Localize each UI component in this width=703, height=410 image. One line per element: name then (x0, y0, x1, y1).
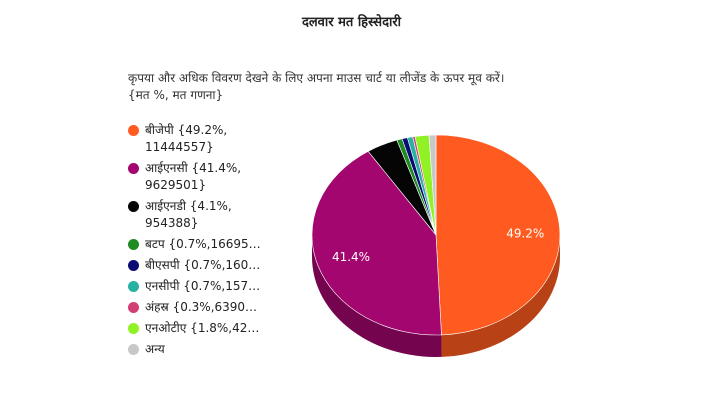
legend-label: बीएसपी {0.7%,160… (145, 258, 261, 272)
legend-label: एनओटीए {1.8%,42… (145, 321, 260, 335)
hover-hint: कृपया और अधिक विवरण देखने के लिए अपना मा… (128, 70, 588, 104)
legend-item[interactable]: अन्य (128, 341, 288, 358)
legend-swatch (128, 323, 139, 334)
legend-item[interactable]: बटप {0.7%,16695… (128, 236, 288, 253)
legend-swatch (128, 125, 139, 136)
legend-item[interactable]: आईएनसी {41.4%, 9629501} (128, 160, 288, 194)
legend-swatch (128, 344, 139, 355)
pie-top-group: 49.2% 41.4% (311, 134, 561, 336)
pie-slice-side[interactable] (441, 235, 560, 357)
legend-label: आईएनडी {4.1%, 954388} (145, 199, 232, 230)
pie-slice-side[interactable] (312, 235, 442, 357)
hint-line-2: {मत %, मत गणना} (128, 88, 224, 102)
legend-item[interactable]: एनसीपी {0.7%,157… (128, 278, 288, 295)
legend-swatch (128, 281, 139, 292)
pie-slice-label: 41.4% (332, 250, 370, 264)
legend-label: एनसीपी {0.7%,157… (145, 279, 261, 293)
legend-item[interactable]: आईएनडी {4.1%, 954388} (128, 198, 288, 232)
pie-side-group (312, 235, 560, 357)
legend-label: अंहस्र {0.3%,6390… (145, 300, 258, 314)
legend-label: बटप {0.7%,16695… (145, 237, 261, 251)
legend-label: आईएनसी {41.4%, 9629501} (145, 161, 242, 192)
hint-line-1: कृपया और अधिक विवरण देखने के लिए अपना मा… (128, 71, 505, 85)
pie-slice-label: 49.2% (506, 226, 544, 240)
legend-label: बीजेपी {49.2%, 11444557} (145, 123, 228, 154)
legend-item[interactable]: एनओटीए {1.8%,42… (128, 320, 288, 337)
legend-swatch (128, 260, 139, 271)
pie-slice[interactable] (428, 134, 437, 236)
legend-item[interactable]: बीजेपी {49.2%, 11444557} (128, 122, 288, 156)
legend-swatch (128, 239, 139, 250)
pie-slice[interactable] (311, 150, 442, 336)
legend-item[interactable]: बीएसपी {0.7%,160… (128, 257, 288, 274)
chart-title: दलवार मत हिस्सेदारी (301, 15, 402, 30)
legend-item[interactable]: अंहस्र {0.3%,6390… (128, 299, 288, 316)
legend-swatch (128, 302, 139, 313)
pie-slice[interactable] (435, 134, 561, 336)
legend: बीजेपी {49.2%, 11444557} आईएनसी {41.4%, 9… (128, 122, 288, 362)
pie-chart[interactable]: 49.2% 41.4% (300, 125, 572, 365)
legend-swatch (128, 163, 139, 174)
legend-swatch (128, 201, 139, 212)
legend-label: अन्य (145, 342, 165, 356)
